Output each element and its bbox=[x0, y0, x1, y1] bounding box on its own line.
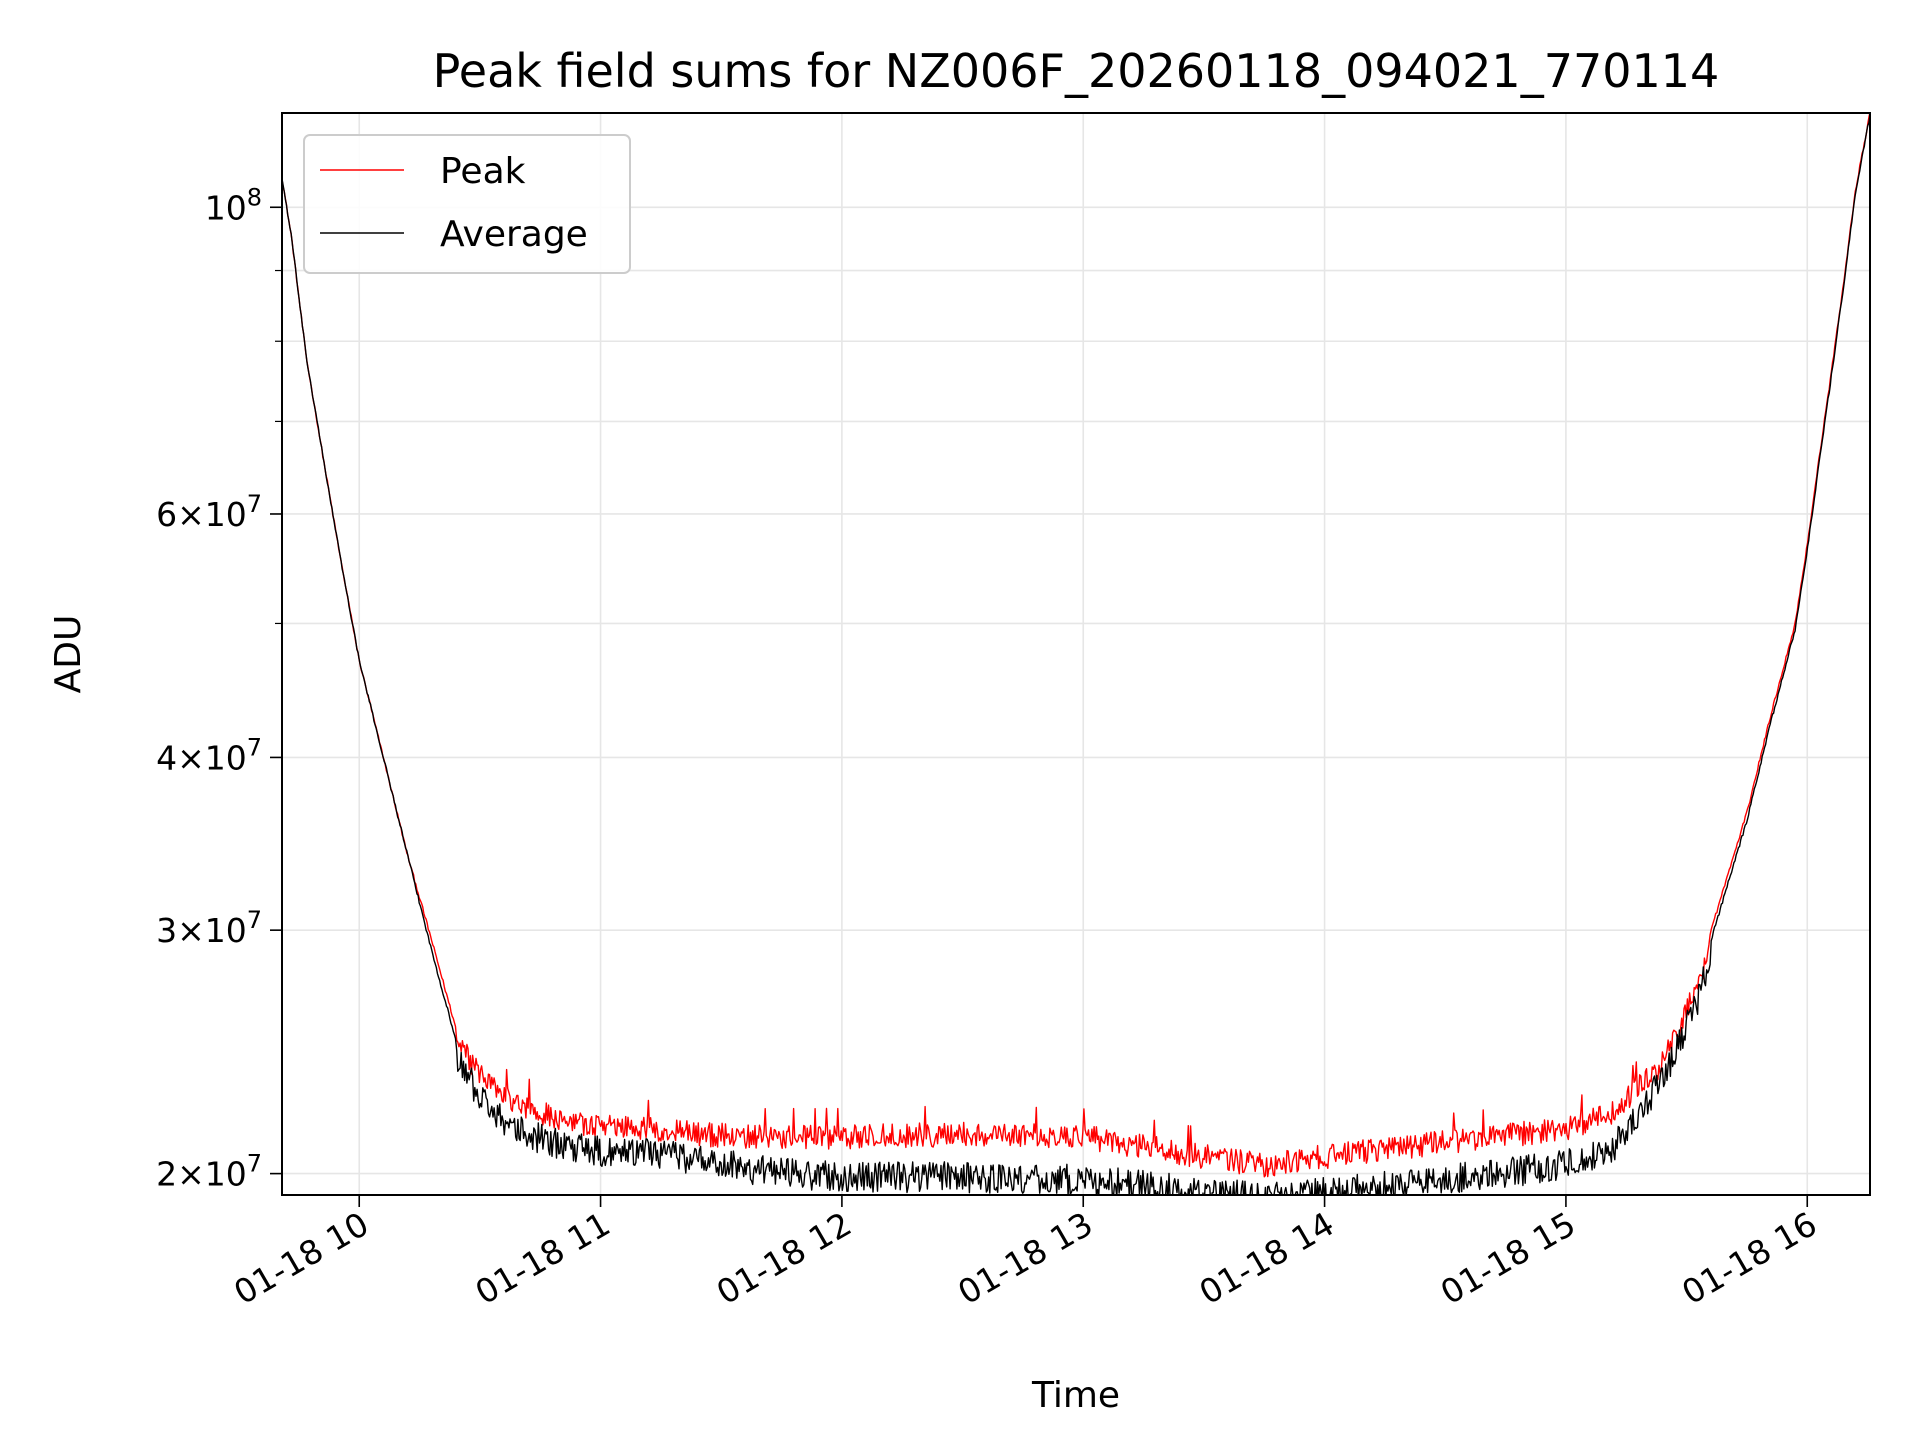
y-tick-exponent: 7 bbox=[247, 906, 262, 934]
y-tick-times: ×10 bbox=[177, 738, 247, 777]
y-tick-exponent: 7 bbox=[247, 733, 262, 761]
y-tick-label: 108 bbox=[205, 183, 262, 227]
y-tick-exponent: 7 bbox=[247, 490, 262, 518]
chart-title: Peak field sums for NZ006F_20260118_0940… bbox=[433, 44, 1720, 98]
grid bbox=[282, 113, 1870, 1195]
x-axis-label: Time bbox=[1031, 1375, 1120, 1416]
legend-average-label: Average bbox=[440, 214, 588, 255]
y-tick-exponent: 7 bbox=[247, 1150, 262, 1178]
y-tick-exponent: 8 bbox=[247, 183, 262, 211]
legend: Peak Average bbox=[303, 134, 631, 274]
y-axis-label: ADU bbox=[48, 615, 89, 694]
y-tick-base: 4 bbox=[156, 738, 177, 777]
series-layer bbox=[282, 113, 1870, 1195]
plot-frame bbox=[281, 112, 1871, 1196]
series-line-peak bbox=[282, 113, 1870, 1178]
y-tick-label: 6×107 bbox=[156, 490, 262, 534]
y-tick-label: 2×107 bbox=[156, 1150, 262, 1194]
y-tick-times: ×10 bbox=[177, 1155, 247, 1194]
y-tick-ten: 10 bbox=[205, 188, 247, 227]
series-line-average bbox=[282, 114, 1870, 1195]
y-tick-times: ×10 bbox=[177, 911, 247, 950]
y-tick-base: 3 bbox=[156, 911, 177, 950]
y-tick-times: ×10 bbox=[177, 495, 247, 534]
y-tick-base: 2 bbox=[156, 1155, 177, 1194]
y-tick-base: 6 bbox=[156, 495, 177, 534]
y-tick-label: 3×107 bbox=[156, 906, 262, 950]
y-tick-label: 4×107 bbox=[156, 733, 262, 777]
legend-peak-label: Peak bbox=[440, 151, 526, 192]
